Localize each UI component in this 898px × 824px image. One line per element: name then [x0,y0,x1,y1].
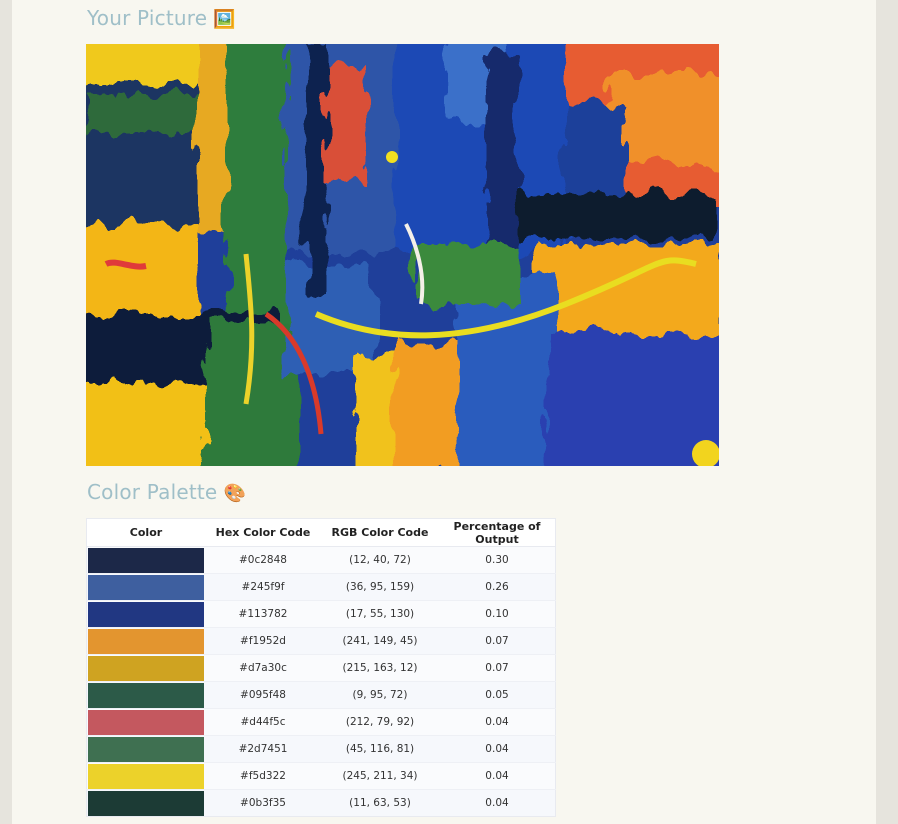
rgb-cell: (36, 95, 159) [321,573,439,601]
color-swatch [88,790,204,816]
rgb-cell: (9, 95, 72) [321,681,439,709]
color-cell [86,735,205,763]
framed-picture-icon: 🖼️ [213,9,236,30]
hex-cell: #f1952d [205,627,321,655]
color-swatch [88,736,204,762]
color-swatch [88,655,204,681]
table-row: #2d7451 (45, 116, 81) 0.04 [86,735,556,763]
table-row: #0b3f35 (11, 63, 53) 0.04 [86,789,556,817]
column-header-rgb: RGB Color Code [321,518,439,547]
table-row: #245f9f (36, 95, 159) 0.26 [86,573,556,601]
table-header-row: Color Hex Color Code RGB Color Code Perc… [86,518,556,547]
color-swatch [88,547,204,573]
color-cell [86,789,205,817]
rgb-cell: (12, 40, 72) [321,546,439,574]
rgb-cell: (241, 149, 45) [321,627,439,655]
table-row: #d7a30c (215, 163, 12) 0.07 [86,654,556,682]
uploaded-painting-image [86,44,719,466]
hex-cell: #0b3f35 [205,789,321,817]
color-swatch [88,682,204,708]
artist-palette-icon: 🎨 [223,483,247,504]
rgb-cell: (17, 55, 130) [321,600,439,628]
color-cell [86,708,205,736]
picture-heading: Your Picture 🖼️ [87,6,236,30]
percentage-cell: 0.04 [439,708,556,736]
percentage-cell: 0.05 [439,681,556,709]
rgb-cell: (212, 79, 92) [321,708,439,736]
color-cell [86,681,205,709]
table-row: #113782 (17, 55, 130) 0.10 [86,600,556,628]
color-cell [86,762,205,790]
percentage-cell: 0.07 [439,654,556,682]
hex-cell: #d44f5c [205,708,321,736]
percentage-cell: 0.30 [439,546,556,574]
rgb-cell: (11, 63, 53) [321,789,439,817]
table-row: #0c2848 (12, 40, 72) 0.30 [86,546,556,574]
percentage-cell: 0.04 [439,762,556,790]
percentage-cell: 0.04 [439,789,556,817]
hex-cell: #245f9f [205,573,321,601]
column-header-color: Color [86,518,205,547]
color-cell [86,573,205,601]
color-cell [86,654,205,682]
table-row: #f5d322 (245, 211, 34) 0.04 [86,762,556,790]
color-cell [86,600,205,628]
color-swatch [88,709,204,735]
percentage-cell: 0.07 [439,627,556,655]
table-row: #f1952d (241, 149, 45) 0.07 [86,627,556,655]
main-content: Your Picture 🖼️ [12,0,876,824]
hex-cell: #0c2848 [205,546,321,574]
palette-heading-text: Color Palette [87,480,218,504]
rgb-cell: (215, 163, 12) [321,654,439,682]
color-swatch [88,628,204,654]
color-swatch [88,574,204,600]
picture-heading-text: Your Picture [87,6,208,30]
hex-cell: #113782 [205,600,321,628]
table-row: #095f48 (9, 95, 72) 0.05 [86,681,556,709]
column-header-hex: Hex Color Code [205,518,321,547]
table-row: #d44f5c (212, 79, 92) 0.04 [86,708,556,736]
color-swatch [88,763,204,789]
hex-cell: #d7a30c [205,654,321,682]
color-palette-table: Color Hex Color Code RGB Color Code Perc… [86,518,556,817]
color-cell [86,546,205,574]
rgb-cell: (45, 116, 81) [321,735,439,763]
percentage-cell: 0.04 [439,735,556,763]
hex-cell: #2d7451 [205,735,321,763]
percentage-cell: 0.26 [439,573,556,601]
rgb-cell: (245, 211, 34) [321,762,439,790]
color-cell [86,627,205,655]
percentage-cell: 0.10 [439,600,556,628]
hex-cell: #095f48 [205,681,321,709]
color-swatch [88,601,204,627]
hex-cell: #f5d322 [205,762,321,790]
column-header-percentage: Percentage of Output [439,518,556,547]
palette-heading: Color Palette 🎨 [87,480,246,504]
